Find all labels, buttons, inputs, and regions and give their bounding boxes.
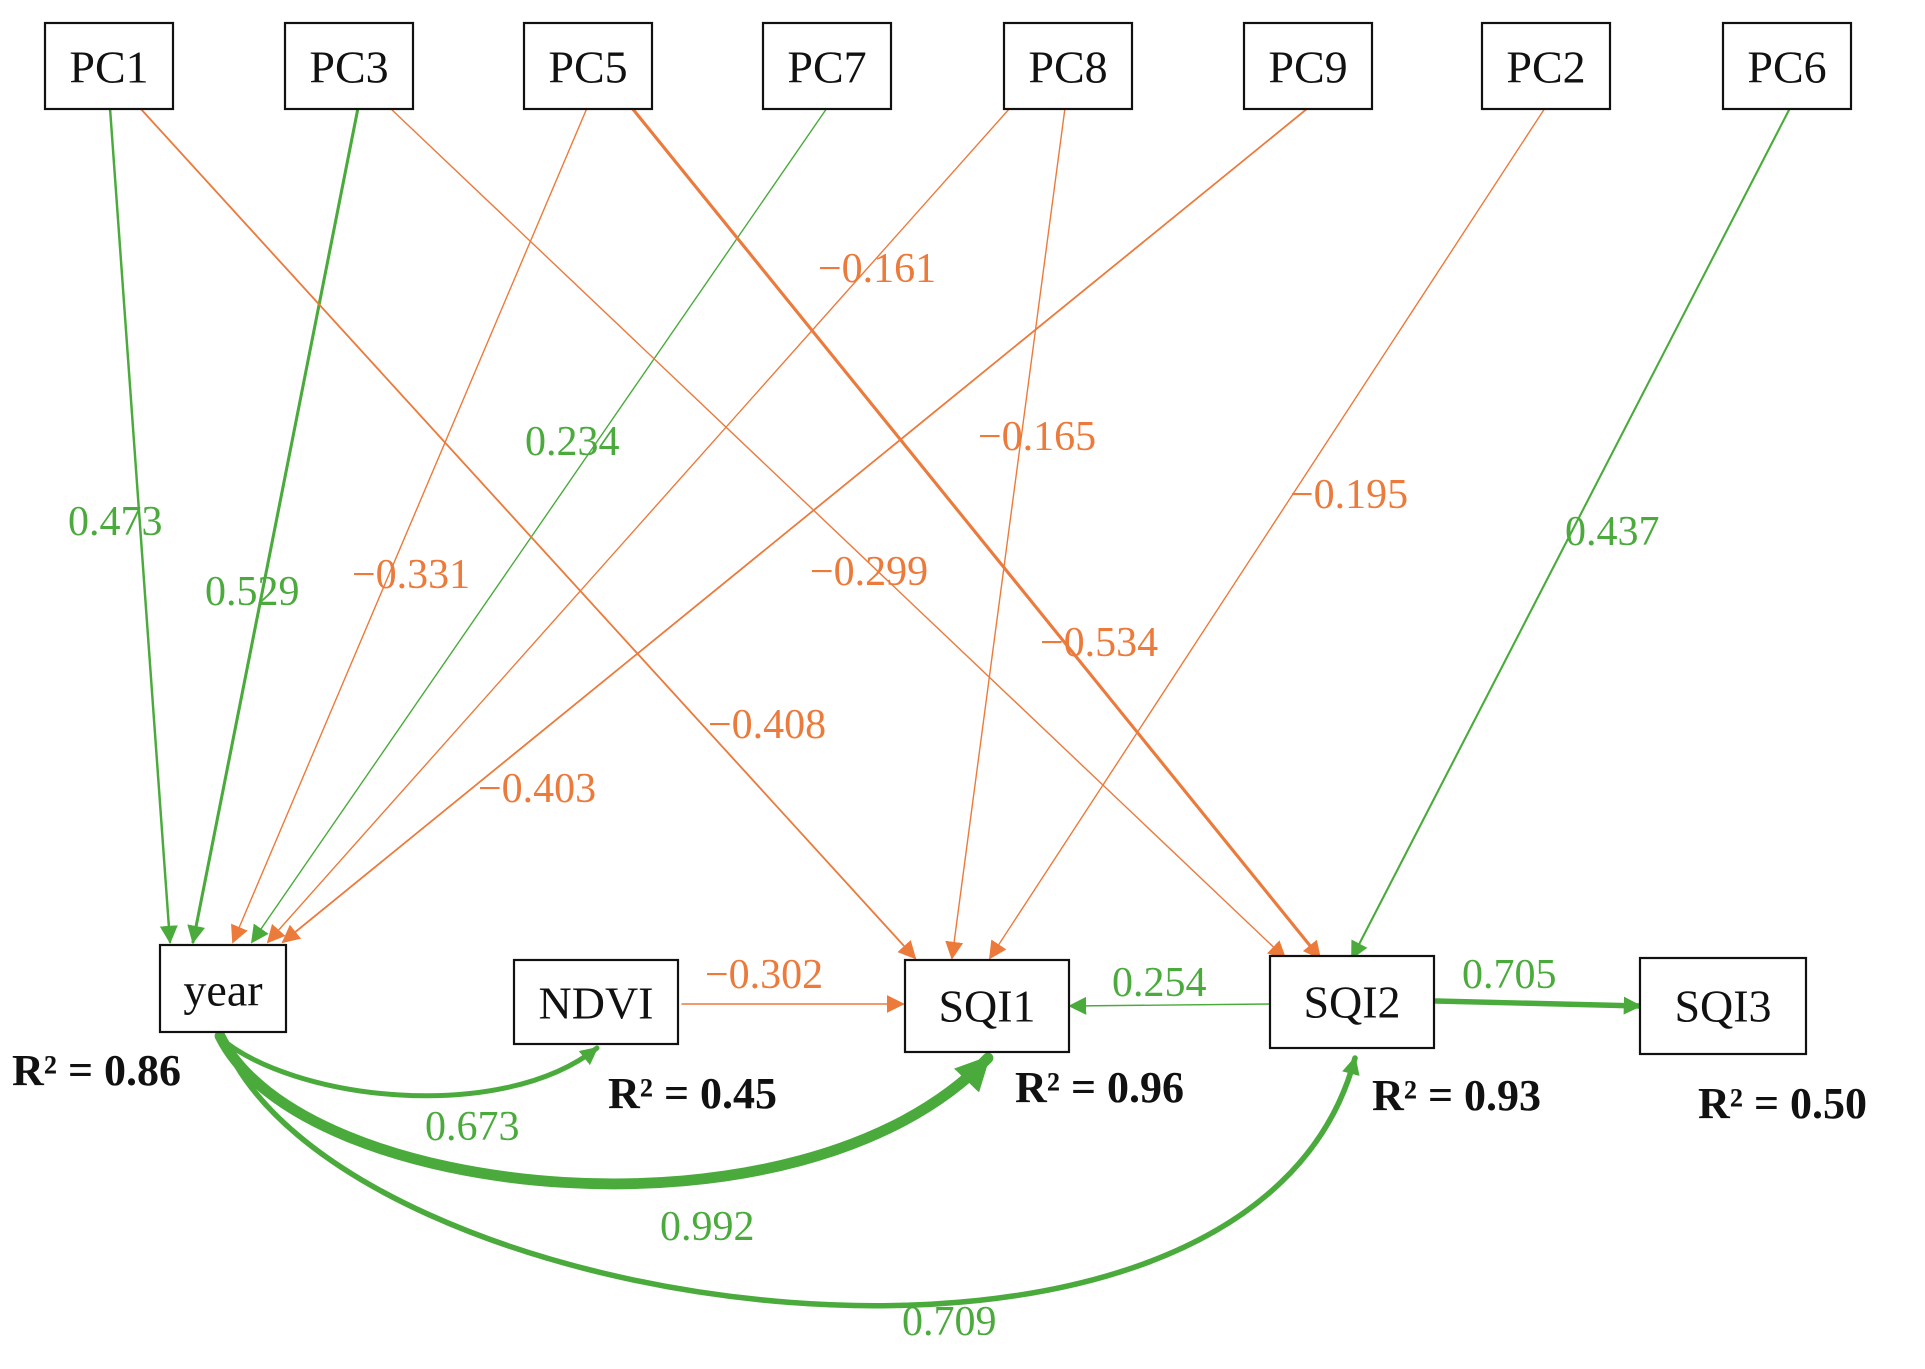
svg-text:year: year [183, 965, 262, 1016]
coef-pc3-sqi2: −0.299 [810, 549, 928, 595]
nodes: PC1 PC3 PC5 PC7 PC8 PC9 PC2 PC6 [43, 21, 1853, 1056]
svg-text:PC6: PC6 [1747, 42, 1826, 93]
r2-sqi3: R² = 0.50 [1698, 1079, 1867, 1128]
r2-year: R² = 0.86 [12, 1046, 181, 1095]
edge-pc7-year [250, 107, 828, 944]
coef-pc8-sqi1: −0.165 [978, 414, 1096, 460]
coef-year-ndvi: 0.673 [425, 1104, 520, 1150]
edge-pc8-year [266, 107, 1011, 944]
node-pc6: PC6 [1721, 21, 1853, 111]
edge-sqi2-sqi3 [1433, 996, 1643, 1015]
edge-pc6-sqi2 [1350, 106, 1792, 960]
node-pc7: PC7 [761, 21, 893, 111]
edge-pc2-sqi1 [989, 107, 1546, 960]
edge-pc3-sqi2 [389, 107, 1287, 960]
coef-sqi2-sqi1: 0.254 [1112, 960, 1207, 1006]
svg-text:PC3: PC3 [309, 42, 388, 93]
node-pc2: PC2 [1480, 21, 1612, 111]
edge-pc3-year [187, 106, 360, 944]
r-squared-labels: R² = 0.86 R² = 0.45 R² = 0.96 R² = 0.93 … [12, 1046, 1867, 1128]
coef-sqi2-sqi3: 0.705 [1462, 952, 1557, 998]
node-sqi2: SQI2 [1268, 954, 1436, 1050]
r2-sqi1: R² = 0.96 [1015, 1063, 1184, 1112]
coef-pc5-year: −0.331 [352, 552, 470, 598]
svg-text:PC8: PC8 [1028, 42, 1107, 93]
node-sqi3: SQI3 [1638, 956, 1808, 1056]
edge-pc1-year [108, 106, 178, 944]
edge-year-sqi1 [214, 1030, 994, 1190]
edge-pc9-year [281, 107, 1309, 944]
r2-sqi2: R² = 0.93 [1372, 1071, 1541, 1120]
node-sqi1: SQI1 [903, 958, 1071, 1054]
edge-pc8-sqi1 [945, 107, 1066, 960]
edge-year-ndvi [215, 1033, 600, 1099]
edge-pc5-sqi2 [630, 106, 1322, 960]
node-pc3: PC3 [283, 21, 415, 111]
coefficient-labels: 0.473 0.529 −0.331 0.234 −0.161 −0.403 −… [68, 246, 1660, 1345]
svg-text:PC5: PC5 [548, 42, 627, 93]
node-pc1: PC1 [43, 21, 175, 111]
edge-year-sqi2 [219, 1033, 1360, 1309]
svg-text:PC9: PC9 [1268, 42, 1347, 93]
svg-text:SQI1: SQI1 [938, 981, 1035, 1032]
edges [108, 106, 1792, 1309]
coef-pc9-year: −0.403 [478, 766, 596, 812]
r2-ndvi: R² = 0.45 [608, 1069, 777, 1118]
edge-sqi2-sqi1 [1068, 996, 1271, 1015]
coef-pc3-year: 0.529 [205, 569, 300, 615]
coef-pc1-sqi1: −0.408 [708, 702, 826, 748]
edge-pc1-sqi1 [139, 107, 917, 960]
svg-text:NDVI: NDVI [539, 978, 654, 1029]
svg-text:SQI3: SQI3 [1674, 981, 1771, 1032]
node-year: year [158, 943, 288, 1034]
coef-ndvi-sqi1: −0.302 [705, 952, 823, 998]
coef-pc6-sqi2: 0.437 [1565, 509, 1660, 555]
coef-pc5-sqi2: −0.534 [1040, 620, 1158, 666]
coef-pc8-year: −0.161 [818, 246, 936, 292]
node-ndvi: NDVI [512, 958, 680, 1046]
svg-text:PC2: PC2 [1506, 42, 1585, 93]
coef-year-sqi1: 0.992 [660, 1204, 755, 1250]
node-pc5: PC5 [522, 21, 654, 111]
node-pc9: PC9 [1242, 21, 1374, 111]
coef-pc7-year: 0.234 [525, 419, 620, 465]
coef-pc1-year: 0.473 [68, 499, 163, 545]
svg-text:PC1: PC1 [69, 42, 148, 93]
svg-text:PC7: PC7 [787, 42, 866, 93]
edge-pc5-year [231, 107, 588, 944]
coef-year-sqi2: 0.709 [902, 1299, 997, 1345]
svg-text:SQI2: SQI2 [1303, 977, 1400, 1028]
coef-pc2-sqi1: −0.195 [1290, 472, 1408, 518]
node-pc8: PC8 [1002, 21, 1134, 111]
